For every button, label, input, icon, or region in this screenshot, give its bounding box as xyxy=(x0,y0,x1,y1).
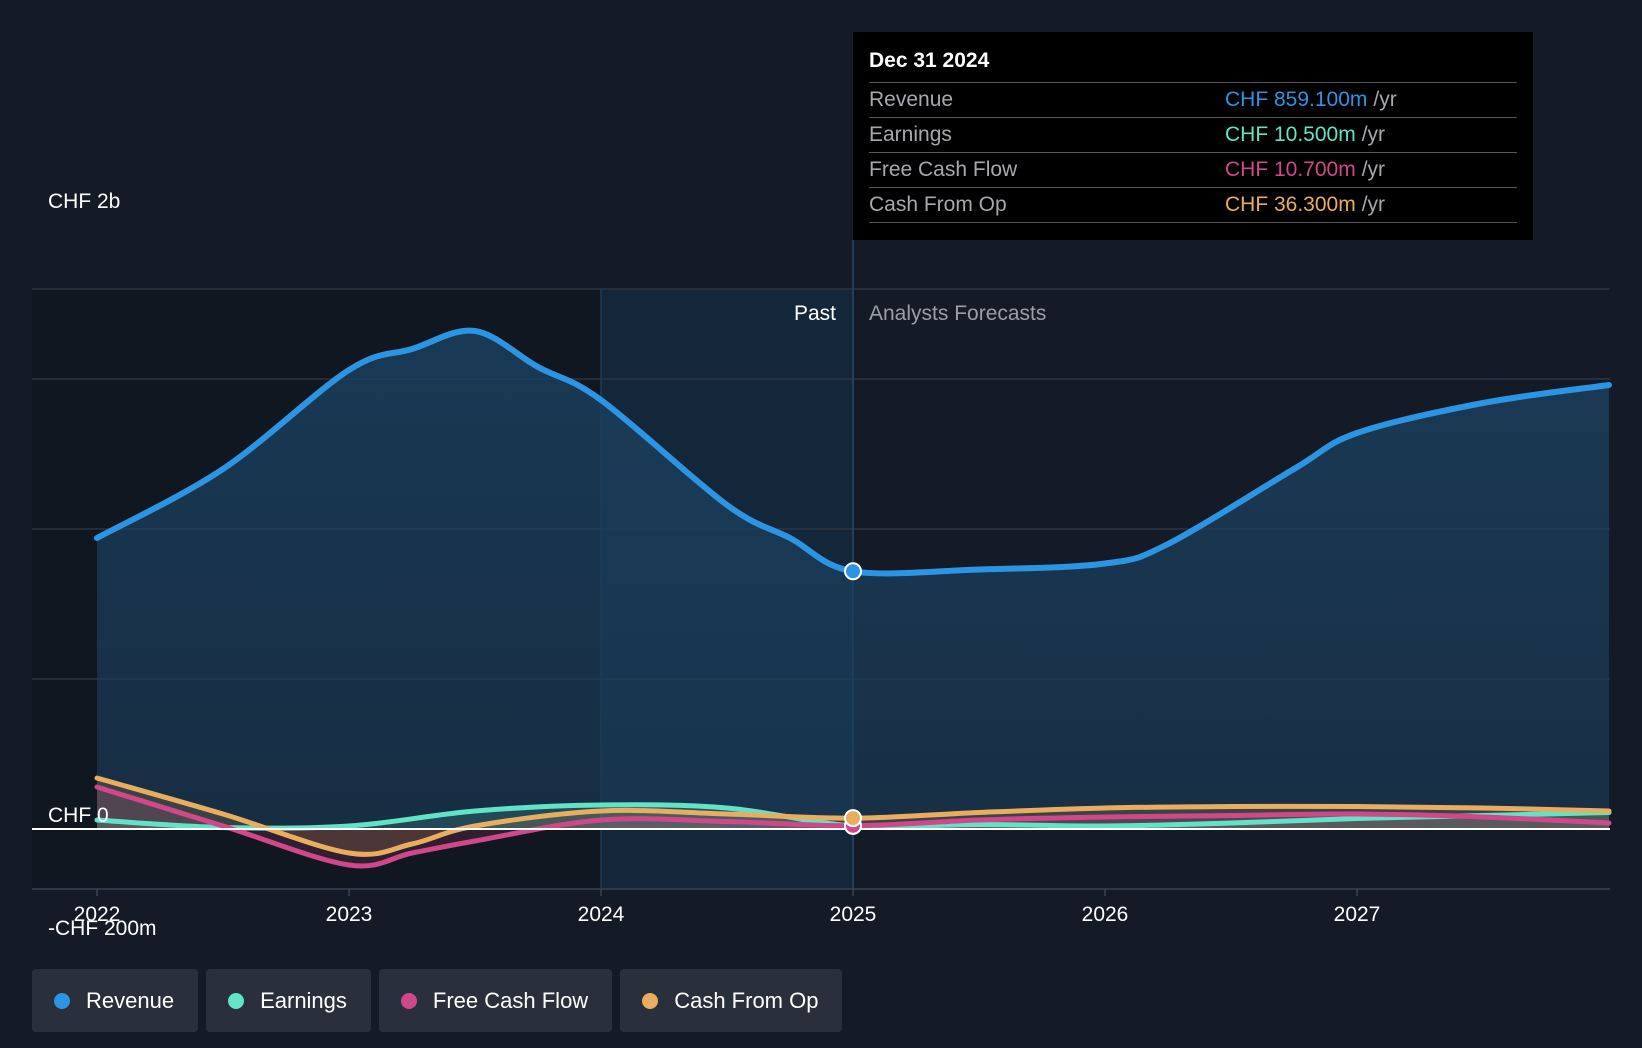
tooltip-row-free-cash-flow: Free Cash Flow CHF 10.700m /yr xyxy=(869,152,1517,187)
tooltip-value: CHF 859.100m xyxy=(1225,88,1368,111)
legend-item-revenue[interactable]: Revenue xyxy=(32,969,199,1032)
revenue-dot-icon xyxy=(54,992,70,1009)
tooltip-label: Revenue xyxy=(869,88,954,111)
x-tick-label: 2024 xyxy=(578,903,625,926)
tooltip-unit: /yr xyxy=(1361,158,1386,181)
earnings-dot-icon xyxy=(228,992,245,1009)
tooltip-row-revenue: Revenue CHF 859.100m /yr xyxy=(869,82,1517,117)
tooltip-unit: /yr xyxy=(1361,123,1386,146)
tooltip-row-earnings: Earnings CHF 10.500m /yr xyxy=(869,117,1517,152)
legend-item-cash-from-op[interactable]: Cash From Op xyxy=(620,969,843,1032)
earnings-area xyxy=(97,804,1609,829)
x-tick-label: 2025 xyxy=(830,903,877,926)
x-tick-label: 2027 xyxy=(1334,903,1381,926)
y-axis-label: CHF 0 xyxy=(48,804,109,827)
legend-label: Revenue xyxy=(86,987,175,1013)
tooltip-label: Earnings xyxy=(869,123,952,146)
legend-item-free-cash-flow[interactable]: Free Cash Flow xyxy=(378,969,613,1032)
legend-label: Free Cash Flow xyxy=(432,987,589,1013)
forecast-label: Analysts Forecasts xyxy=(869,302,1046,325)
tooltip-date: Dec 31 2024 xyxy=(869,49,990,72)
tooltip-value: CHF 10.700m xyxy=(1225,158,1356,181)
x-tick-label: 2026 xyxy=(1082,903,1129,926)
cash-from-op-marker xyxy=(844,809,862,828)
tooltip-row-cash-from-op: Cash From Op CHF 36.300m /yr xyxy=(869,187,1517,223)
tooltip-value: CHF 10.500m xyxy=(1225,123,1356,146)
x-tick-label: 2022 xyxy=(74,903,121,926)
free-cash-flow-line xyxy=(94,784,1612,869)
y-axis-label: CHF 2b xyxy=(48,190,120,213)
tooltip: Dec 31 2024 Revenue CHF 859.100m /yr Ear… xyxy=(853,32,1533,240)
legend-item-earnings[interactable]: Earnings xyxy=(206,969,371,1032)
free-cash-flow-dot-icon xyxy=(400,992,417,1009)
tooltip-unit: /yr xyxy=(1373,88,1397,111)
tooltip-unit: /yr xyxy=(1361,193,1386,216)
legend-label: Earnings xyxy=(260,987,347,1013)
revenue-marker xyxy=(844,562,862,581)
cash-from-op-line xyxy=(94,775,1612,857)
cash-from-op-dot-icon xyxy=(642,992,659,1009)
tooltip-value: CHF 36.300m xyxy=(1225,193,1356,216)
tooltip-label: Cash From Op xyxy=(869,193,1007,216)
legend-label: Cash From Op xyxy=(674,987,819,1013)
x-tick-label: 2023 xyxy=(326,903,373,926)
y-axis-label: -CHF 200m xyxy=(48,917,157,940)
past-label: Past xyxy=(794,302,836,325)
tooltip-label: Free Cash Flow xyxy=(869,158,1018,181)
legend: Revenue Earnings Free Cash Flow Cash Fro… xyxy=(32,969,843,1032)
revenue-line xyxy=(94,327,1612,577)
